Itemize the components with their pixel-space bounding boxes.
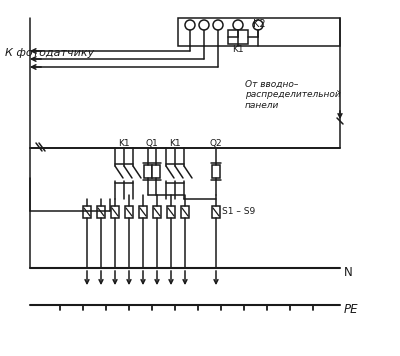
Bar [139, 206, 147, 218]
Bar [125, 206, 133, 218]
Text: K1: K1 [169, 139, 181, 148]
Bar [144, 165, 152, 178]
Bar [212, 165, 220, 178]
Text: К фотодатчику: К фотодатчику [5, 48, 94, 58]
Circle shape [253, 20, 263, 30]
Text: Q2: Q2 [210, 139, 222, 148]
Bar [178, 18, 340, 46]
Bar [83, 206, 91, 218]
Bar [152, 165, 160, 178]
Bar [97, 206, 105, 218]
Bar [111, 206, 119, 218]
Bar [212, 206, 220, 218]
Text: PE: PE [344, 303, 358, 316]
Bar [153, 206, 161, 218]
Bar [181, 206, 189, 218]
Text: K2: K2 [253, 19, 265, 29]
Text: K1: K1 [118, 139, 130, 148]
Circle shape [185, 20, 195, 30]
Bar [167, 206, 175, 218]
Text: Q1: Q1 [146, 139, 158, 148]
Bar [228, 30, 248, 44]
Text: K1: K1 [232, 45, 244, 54]
Text: S1 – S9: S1 – S9 [222, 207, 255, 216]
Circle shape [199, 20, 209, 30]
Text: N: N [344, 266, 353, 279]
Circle shape [233, 20, 243, 30]
Text: От вводно–
распределительной
панели: От вводно– распределительной панели [245, 80, 341, 110]
Circle shape [213, 20, 223, 30]
